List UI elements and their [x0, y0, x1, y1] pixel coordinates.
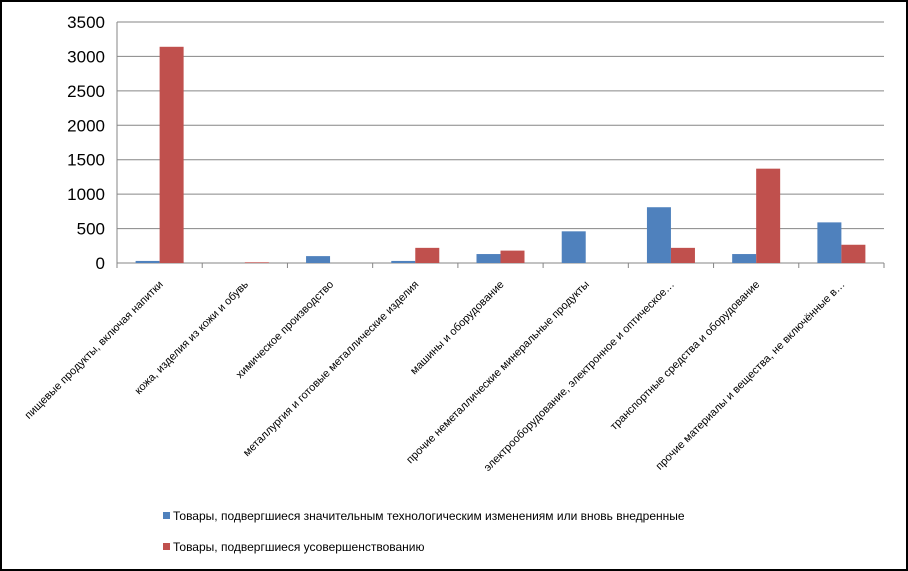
bar-series2-8 — [756, 168, 781, 263]
x-category-label: пищевые продукты, включая напитки — [23, 279, 166, 422]
y-tick-label: 1000 — [67, 185, 105, 204]
y-tick-label: 3500 — [67, 13, 105, 32]
legend-label-series1: Товары, подвергшиеся значительным технол… — [173, 509, 685, 523]
bar-series1-9 — [817, 222, 842, 263]
legend-label-series2: Товары, подвергшиеся усовершенствованию — [173, 540, 425, 554]
bar-series1-5 — [476, 254, 501, 263]
bar-series1-8 — [732, 254, 757, 263]
y-tick-label: 1500 — [67, 151, 105, 170]
y-tick-label: 2500 — [67, 82, 105, 101]
bar-series1-7 — [646, 207, 671, 263]
bar-series1-4 — [391, 260, 416, 263]
bar-series2-7 — [670, 247, 695, 263]
bar-series1-6 — [561, 231, 586, 263]
bar-series2-9 — [841, 244, 866, 263]
y-tick-label: 2000 — [67, 116, 105, 135]
y-tick-label: 500 — [77, 220, 105, 239]
y-tick-label: 0 — [96, 254, 105, 273]
x-category-label: прочие неметаллические минеральные проду… — [404, 279, 592, 467]
legend-swatch-series2 — [163, 543, 170, 550]
bar-series2-1 — [159, 46, 184, 263]
bar-series2-5 — [500, 250, 525, 263]
bar-series1-1 — [135, 260, 160, 263]
x-category-label: транспортные средства и оборудование — [608, 279, 762, 433]
x-category-label: химическое производство — [234, 279, 336, 381]
y-tick-label: 3000 — [67, 47, 105, 66]
bar-series2-2 — [244, 262, 269, 263]
x-category-label: электрооборудование, электронное и оптич… — [482, 279, 677, 474]
x-category-label: машины и оборудование — [408, 279, 506, 377]
bar-series2-4 — [415, 247, 440, 263]
x-category-label: прочие материалы и вещества, не включённ… — [654, 279, 848, 473]
legend-swatch-series1 — [163, 512, 170, 519]
x-category-label: металлургия и готовые металлические изде… — [241, 279, 421, 459]
bar-series1-3 — [306, 256, 331, 263]
